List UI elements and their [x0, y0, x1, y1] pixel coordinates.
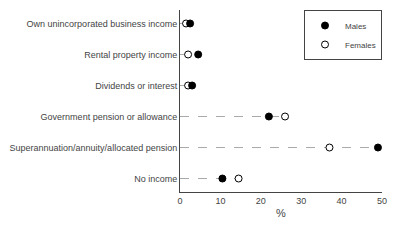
- svg-text:Females: Females: [345, 41, 376, 50]
- svg-text:%: %: [276, 207, 286, 219]
- svg-text:Dividends or interest: Dividends or interest: [95, 81, 178, 91]
- svg-text:0: 0: [177, 196, 182, 206]
- svg-text:30: 30: [296, 196, 306, 206]
- svg-text:Superannuation/annuity/allocat: Superannuation/annuity/allocated pension: [10, 143, 178, 153]
- svg-text:Own unincorporated business in: Own unincorporated business income: [27, 19, 178, 29]
- svg-text:Rental property income: Rental property income: [84, 50, 177, 60]
- svg-text:Males: Males: [345, 22, 366, 31]
- svg-text:20: 20: [256, 196, 266, 206]
- svg-text:Government pension or allowanc: Government pension or allowance: [41, 112, 178, 122]
- svg-text:10: 10: [215, 196, 225, 206]
- svg-text:No income: No income: [134, 174, 177, 184]
- svg-text:50: 50: [377, 196, 387, 206]
- svg-text:40: 40: [337, 196, 347, 206]
